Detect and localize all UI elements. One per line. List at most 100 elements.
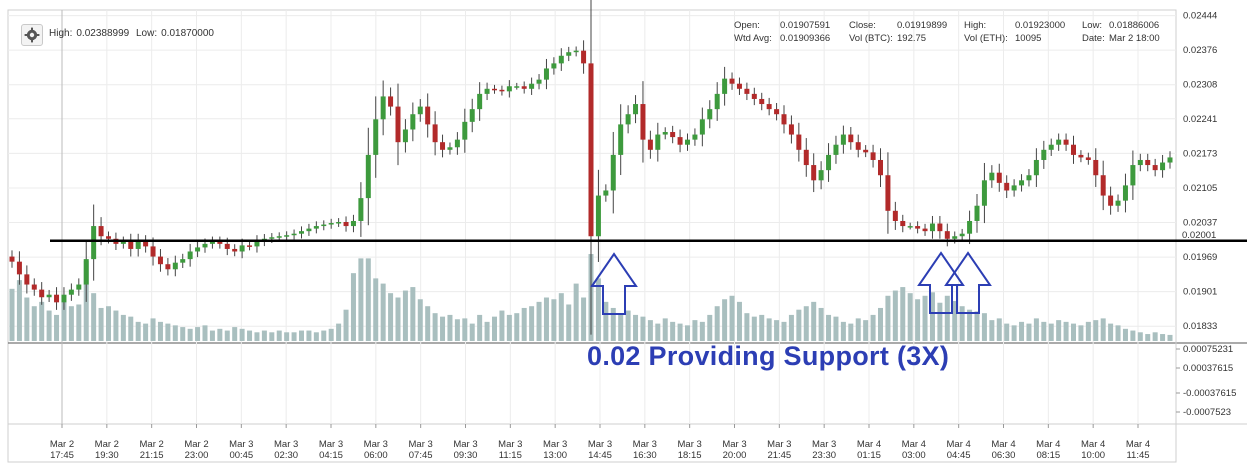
x-tick-label-date: Mar 3 (319, 439, 343, 450)
volume-bar (833, 316, 839, 341)
candle-body (232, 248, 238, 252)
y-tick-label: 0.01833 (1183, 321, 1217, 332)
candle-body (454, 139, 460, 148)
candle-body (54, 294, 60, 303)
candle-body (1078, 154, 1084, 158)
x-tick-label-date: Mar 3 (722, 439, 746, 450)
candle-body (766, 104, 772, 110)
volume-bar (840, 321, 846, 341)
volume-bar (202, 325, 208, 341)
candle-body (373, 119, 379, 155)
candle-body (692, 134, 698, 140)
x-tick-label-date: Mar 3 (229, 439, 253, 450)
candle-body (343, 222, 349, 227)
candle-body (952, 236, 958, 239)
candle-body (410, 114, 416, 130)
volume-bar (618, 314, 624, 341)
volume-bar (269, 332, 275, 341)
candle-body (1108, 195, 1114, 206)
wtd-avg-label: Wtd Avg: (734, 33, 772, 44)
candle-body (165, 264, 171, 270)
volume-bar (336, 323, 342, 341)
candle-body (402, 129, 408, 143)
volume-bar (68, 306, 74, 341)
volume-bar (284, 332, 290, 341)
candle-body (247, 245, 253, 247)
high-label: High: (49, 28, 73, 39)
volume-bar (677, 323, 683, 341)
volume-bar (722, 299, 728, 341)
candle-body (106, 236, 111, 239)
x-tick-label-time: 17:45 (50, 450, 74, 461)
volume-bar (915, 299, 921, 341)
candle-body (336, 222, 342, 224)
volume-bar (996, 318, 1002, 341)
candle-body (699, 119, 705, 135)
volume-bar (892, 290, 898, 341)
vol-btc-label: Vol (BTC): (849, 33, 893, 44)
candle-body (91, 226, 97, 260)
high-info-value: 0.01923000 (1015, 20, 1066, 31)
candle-body (172, 262, 178, 270)
volume-bar (974, 311, 980, 341)
x-tick-label-date: Mar 4 (1036, 439, 1060, 450)
candle-body (811, 165, 817, 181)
volume-bar (440, 316, 446, 341)
x-tick-label-date: Mar 2 (140, 439, 164, 450)
volume-bar (729, 295, 735, 341)
volume-bar (417, 299, 423, 341)
settings-button[interactable] (21, 24, 43, 46)
volume-bar (106, 306, 111, 341)
vol-eth-value: 10095 (1015, 33, 1042, 44)
volume-bar (39, 301, 45, 341)
volume-bar (9, 288, 15, 341)
candle-body (1011, 185, 1017, 191)
candle-body (432, 124, 438, 143)
volume-bar (313, 332, 319, 341)
volume-bar (685, 325, 690, 341)
close-value: 0.01919899 (897, 20, 948, 31)
support-level-label: 0.02001 (1182, 230, 1216, 241)
volume-bar (187, 328, 193, 341)
candle-body (440, 142, 446, 150)
candle-body (670, 132, 676, 138)
candle-body (350, 220, 356, 227)
volume-bar (469, 323, 475, 341)
candle-body (425, 106, 431, 125)
candle-body (1100, 175, 1106, 196)
candle-body (202, 243, 208, 248)
x-tick-label-date: Mar 3 (812, 439, 836, 450)
candle-body (543, 68, 549, 80)
volume-bar (647, 320, 653, 341)
date-value: Mar 2 18:00 (1109, 33, 1160, 44)
candle-body (848, 134, 854, 143)
candle-body (143, 241, 149, 247)
volume-bar (180, 327, 186, 341)
candle-body (469, 109, 475, 122)
candle-body (83, 259, 89, 285)
x-tick-label-time: 04:45 (947, 450, 971, 461)
volume-bar (157, 321, 163, 341)
candle-body (477, 93, 483, 110)
candle-body (135, 241, 141, 249)
volume-bar (967, 309, 973, 341)
y-tick-label: 0.02376 (1183, 45, 1217, 56)
candle-body (358, 198, 364, 221)
volume-bar (492, 316, 497, 341)
close-label: Close: (849, 20, 876, 31)
open-value: 0.01907591 (780, 20, 831, 31)
x-tick-label-date: Mar 4 (947, 439, 971, 450)
volume-bar (321, 330, 327, 341)
x-tick-label-date: Mar 3 (274, 439, 298, 450)
x-tick-label-date: Mar 3 (678, 439, 702, 450)
y-tick-label: 0.02173 (1183, 148, 1217, 159)
x-tick-label-date: Mar 4 (857, 439, 881, 450)
volume-bar (774, 320, 780, 341)
indicator-tick-label: 0.00075231 (1183, 344, 1233, 355)
volume-bar (388, 293, 394, 341)
candle-body (299, 231, 304, 234)
volume-bar (536, 301, 542, 341)
x-tick-label-time: 09:30 (454, 450, 478, 461)
